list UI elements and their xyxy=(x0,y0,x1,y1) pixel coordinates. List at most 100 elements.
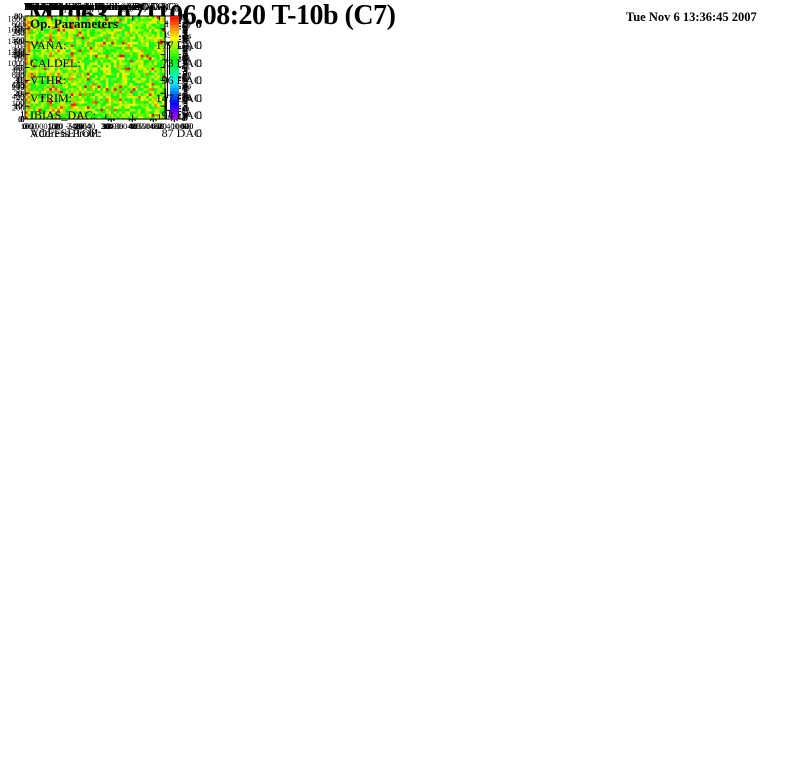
svg-text:100: 100 xyxy=(47,121,60,131)
stat-line: σ: 17.0 xyxy=(152,42,179,52)
svg-text:80: 80 xyxy=(14,11,23,21)
svg-text:0.2: 0.2 xyxy=(182,96,190,103)
row-label: VTHR: xyxy=(30,73,66,87)
row-value: 0 xyxy=(196,108,202,122)
svg-text:0.3: 0.3 xyxy=(182,85,190,92)
row-value: 96 DAC xyxy=(161,73,202,87)
op-parameters-row: VANA: 177 DAC xyxy=(30,37,202,55)
op-parameters-row: VTHR: 96 DAC xyxy=(30,72,202,90)
svg-text:30: 30 xyxy=(102,121,111,131)
svg-text:80: 80 xyxy=(14,11,23,21)
svg-text:10: 10 xyxy=(16,88,25,98)
summary-row: Address Probl: 0 xyxy=(30,125,202,143)
svg-text:1000: 1000 xyxy=(171,121,188,131)
svg-text:40: 40 xyxy=(128,121,137,131)
svg-text:1: 1 xyxy=(20,109,24,119)
svg-text:0: 0 xyxy=(107,121,111,131)
panel-op-parameters: Op. Parameters VANA: 177 DAC CALDEL: 73 DAC V… xyxy=(0,0,202,168)
vcal-threshold-untrimmed-title: Vcal Threshold Untrimmed xyxy=(24,1,146,13)
svg-text:50: 50 xyxy=(155,121,164,131)
svg-text:30: 30 xyxy=(102,121,111,131)
svg-text:50: 50 xyxy=(14,49,23,59)
svg-text:40: 40 xyxy=(14,62,23,72)
svg-text:3: 3 xyxy=(182,85,185,92)
svg-text:300: 300 xyxy=(101,121,114,131)
svg-text:10²: 10² xyxy=(13,50,25,60)
svg-text:20: 20 xyxy=(75,121,84,131)
svg-text:0.1: 0.1 xyxy=(182,106,190,113)
svg-text:20: 20 xyxy=(75,121,84,131)
svg-text:4: 4 xyxy=(150,121,155,131)
row-label: Address Probl: xyxy=(30,125,102,140)
svg-text:-4: -4 xyxy=(182,106,187,113)
svg-text:300: 300 xyxy=(12,66,25,76)
ph-calibration-gain-map-title: PH Calibration: Gain (ADC/DAC) xyxy=(24,1,177,13)
svg-text:20: 20 xyxy=(75,121,84,131)
svg-text:0: 0 xyxy=(25,121,29,131)
svg-text:40: 40 xyxy=(16,70,25,80)
svg-text:30: 30 xyxy=(102,121,111,131)
svg-text:0: 0 xyxy=(18,114,22,124)
vcal-threshold-trimmed-title: Vcal Threshold Trimmed xyxy=(26,1,138,13)
svg-text:80: 80 xyxy=(14,11,23,21)
svg-text:1: 1 xyxy=(182,54,185,61)
svg-text:200: 200 xyxy=(12,82,25,92)
svg-text:50: 50 xyxy=(155,121,164,131)
svg-text:30: 30 xyxy=(14,75,23,85)
svg-text:30: 30 xyxy=(14,75,23,85)
row-label: IBIAS_DAC: xyxy=(30,108,97,122)
svg-text:3: 3 xyxy=(182,34,185,41)
address-decoding-title: Address decoding xyxy=(24,1,104,13)
svg-text:-500: -500 xyxy=(65,121,81,131)
svg-text:-2: -2 xyxy=(182,85,187,92)
row-value: 87 DAC xyxy=(161,125,202,140)
svg-text:20: 20 xyxy=(14,88,23,98)
svg-text:20: 20 xyxy=(16,92,25,102)
svg-text:-40: -40 xyxy=(69,121,80,131)
svg-text:400: 400 xyxy=(166,121,179,131)
svg-text:10: 10 xyxy=(48,121,57,131)
svg-text:10: 10 xyxy=(48,121,57,131)
panel-ph-calibration-gain-map: PH Calibration: Gain (ADC/DAC) 0 10 20 30 40 5… xyxy=(0,0,199,168)
row-label: VTRIM: xyxy=(30,90,72,105)
svg-text:0.5: 0.5 xyxy=(182,65,190,72)
row-value: 0 xyxy=(196,90,202,105)
ph-calibration-pedestal-title: PH Calibration: Pedestal (DAC) xyxy=(26,1,168,13)
svg-text:600: 600 xyxy=(181,121,194,131)
svg-text:60: 60 xyxy=(14,37,23,47)
svg-text:10: 10 xyxy=(16,82,25,92)
svg-text:4: 4 xyxy=(182,75,185,82)
svg-text:-1000: -1000 xyxy=(28,121,48,131)
svg-text:70: 70 xyxy=(14,24,23,34)
pixel-map-title: Pixel Map xyxy=(24,1,70,13)
svg-text:70: 70 xyxy=(14,24,23,34)
row-value: 94 DAC xyxy=(161,108,202,122)
bump-bonding-problems-title: Bump Bonding Problems xyxy=(24,1,136,13)
row-label: CALDEL: xyxy=(30,55,81,70)
svg-text:200: 200 xyxy=(50,121,63,131)
svg-text:1: 1 xyxy=(20,109,24,119)
svg-text:0: 0 xyxy=(23,121,27,131)
svg-text:-3: -3 xyxy=(182,96,187,103)
svg-text:30: 30 xyxy=(14,75,23,85)
svg-text:-30: -30 xyxy=(112,121,123,131)
svg-text:30: 30 xyxy=(14,75,23,85)
svg-text:10: 10 xyxy=(182,13,188,20)
row-label: VOFFSETOP: xyxy=(30,125,101,140)
svg-text:1: 1 xyxy=(20,109,24,119)
svg-text:2: 2 xyxy=(103,121,107,131)
svg-text:100: 100 xyxy=(181,121,194,131)
svg-text:0: 0 xyxy=(23,121,27,131)
svg-text:200: 200 xyxy=(74,121,87,131)
svg-text:20: 20 xyxy=(75,121,84,131)
svg-text:500: 500 xyxy=(12,35,25,45)
svg-text:40: 40 xyxy=(14,62,23,72)
op-parameters-heading: Op. Parameters xyxy=(30,16,119,31)
svg-text:10³: 10³ xyxy=(13,21,25,31)
svg-text:95: 95 xyxy=(182,109,188,116)
op-parameters-row: CALDEL: 73 DAC xyxy=(30,55,202,73)
svg-text:200: 200 xyxy=(12,45,25,55)
svg-text:2: 2 xyxy=(182,96,185,103)
summary-heading-value: 0 xyxy=(195,16,203,31)
svg-text:0: 0 xyxy=(182,116,185,123)
